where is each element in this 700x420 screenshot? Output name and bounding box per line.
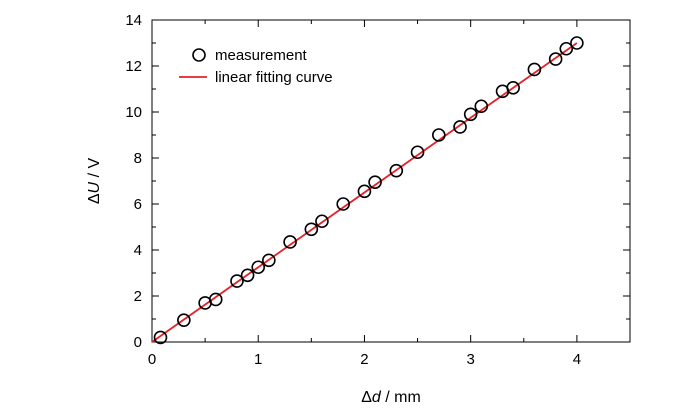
y-tick-label: 6 [134, 196, 142, 213]
x-axis-title: Δd / mm [361, 389, 421, 406]
y-tick-label: 14 [125, 12, 142, 29]
data-point [357, 184, 372, 199]
y-tick-label: 10 [125, 104, 142, 121]
data-point [389, 163, 404, 178]
y-tick-label: 4 [134, 242, 142, 259]
data-point [559, 41, 574, 56]
data-point [304, 222, 319, 237]
data-point [548, 52, 563, 66]
legend-label-fit: linear fitting curve [215, 69, 333, 86]
y-tick-label: 8 [134, 150, 142, 167]
data-point [453, 120, 467, 134]
x-tick-label: 1 [254, 351, 262, 368]
y-tick-label: 0 [134, 334, 142, 351]
data-point [336, 197, 351, 211]
data-point [410, 145, 425, 160]
x-tick-label: 3 [466, 351, 474, 368]
data-points [153, 36, 584, 345]
legend-label-measurement: measurement [215, 47, 308, 64]
y-axis-title: ΔU / V [86, 158, 103, 205]
data-point [208, 292, 223, 307]
data-point [431, 128, 446, 142]
y-tick-label: 12 [125, 58, 142, 75]
data-point [506, 81, 520, 95]
data-point [262, 253, 276, 268]
data-point [230, 274, 244, 288]
data-point [315, 214, 329, 229]
data-point [153, 330, 168, 345]
data-point [474, 99, 489, 114]
data-point [240, 268, 255, 283]
data-point [463, 107, 478, 122]
y-tick-label: 2 [134, 288, 142, 305]
data-point [177, 313, 191, 327]
x-tick-label: 2 [360, 351, 368, 368]
x-tick-label: 4 [573, 351, 581, 368]
legend-marker-measurement [192, 48, 206, 62]
x-tick-label: 0 [148, 351, 156, 368]
data-point [368, 175, 382, 189]
data-point [251, 260, 266, 275]
legend: measurement linear fitting curve [179, 47, 333, 86]
axis-ticks [151, 19, 631, 343]
data-point [527, 62, 542, 77]
fit-line [151, 42, 578, 343]
data-point [283, 235, 297, 249]
data-point [570, 36, 584, 50]
fit-line-layer [151, 42, 578, 343]
